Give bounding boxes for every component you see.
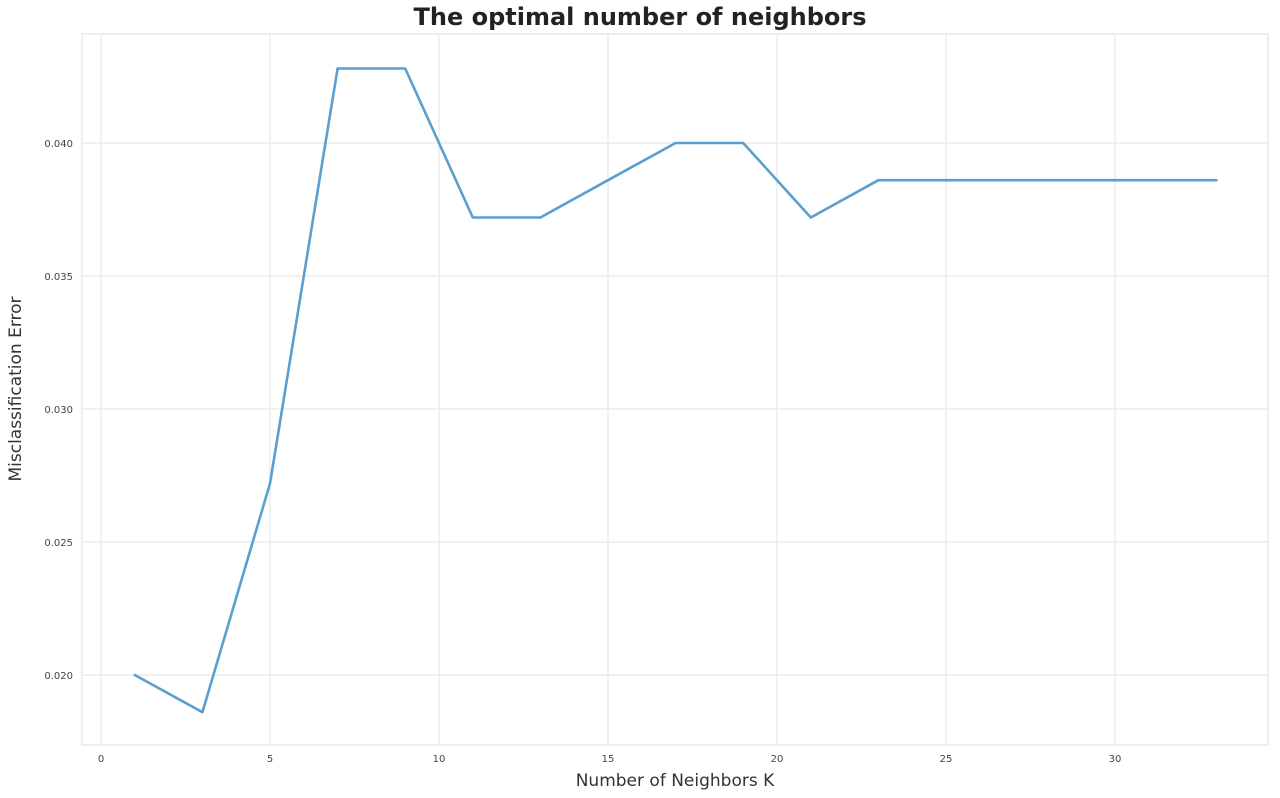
- x-tick-label: 25: [940, 754, 953, 765]
- x-tick-label: 0: [98, 754, 104, 765]
- x-axis-label: Number of Neighbors K: [576, 771, 775, 791]
- x-tick-label: 20: [771, 754, 784, 765]
- y-tick-label: 0.020: [44, 671, 73, 682]
- x-tick-label: 15: [602, 754, 615, 765]
- y-tick-label: 0.030: [44, 405, 73, 416]
- x-tick-label: 10: [433, 754, 446, 765]
- x-axis-ticks: 0 5 10 15 20 25 30: [98, 754, 1122, 765]
- x-tick-label: 5: [267, 754, 273, 765]
- y-axis-label: Misclassification Error: [6, 296, 26, 481]
- y-axis-ticks: 0.020 0.025 0.030 0.035 0.040: [44, 139, 73, 682]
- error-line: [133, 67, 1218, 714]
- y-tick-label: 0.040: [44, 139, 73, 150]
- x-tick-label: 30: [1109, 754, 1122, 765]
- y-tick-label: 0.035: [44, 272, 73, 283]
- y-tick-label: 0.025: [44, 538, 73, 549]
- plot-area: [81, 33, 1269, 746]
- chart-title: The optimal number of neighbors: [413, 3, 867, 31]
- grid-lines: [82, 34, 1268, 745]
